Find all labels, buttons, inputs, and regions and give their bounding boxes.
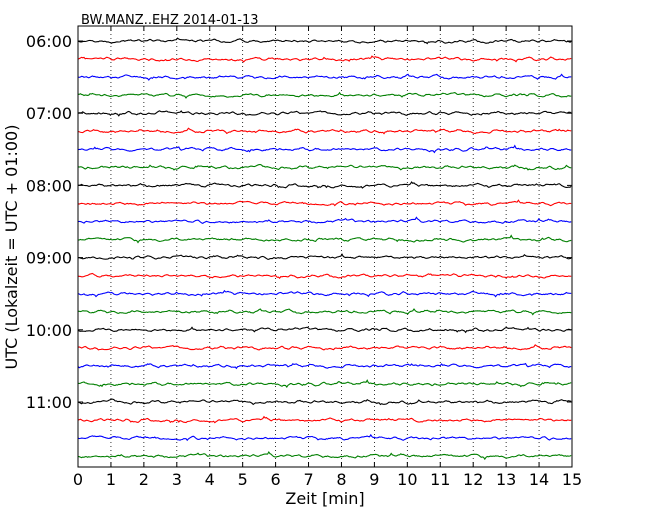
trace-1000 <box>77 326 572 334</box>
x-tick-label: 6 <box>271 470 281 489</box>
trace-0645 <box>77 91 572 99</box>
x-axis-label: Zeit [min] <box>285 489 364 508</box>
y-tick-label: 10:00 <box>26 321 72 340</box>
trace-0715 <box>77 127 572 135</box>
x-tick-label: 12 <box>463 470 483 489</box>
trace-1115 <box>77 415 572 424</box>
trace-1045 <box>77 379 572 388</box>
trace-0615 <box>77 55 572 63</box>
x-tick-label: 5 <box>238 470 248 489</box>
x-tick-label: 2 <box>139 470 149 489</box>
y-tick-label: 11:00 <box>26 393 72 412</box>
grid-lines <box>110 26 540 467</box>
trace-0745 <box>77 163 572 171</box>
x-tick-label: 8 <box>336 470 346 489</box>
y-tick-label: 06:00 <box>26 32 72 51</box>
x-tick-label: 10 <box>397 470 417 489</box>
trace-1100 <box>77 398 572 406</box>
trace-0730 <box>77 144 572 154</box>
x-tick-label: 1 <box>106 470 116 489</box>
x-tick-label: 3 <box>172 470 182 489</box>
trace-1130 <box>77 433 572 442</box>
trace-0900 <box>77 253 572 260</box>
x-tick-label: 13 <box>496 470 516 489</box>
y-tick-label: 09:00 <box>26 249 72 268</box>
x-tick-label: 15 <box>562 470 582 489</box>
trace-1145 <box>77 451 572 461</box>
trace-0945 <box>77 308 572 316</box>
y-tick-label: 08:00 <box>26 176 72 195</box>
trace-1015 <box>77 344 572 351</box>
axis-ticks: 0 1 2 3 4 5 6 7 8 9 10 11 12 13 14 1506:0007:0008:0009:… <box>26 26 582 489</box>
trace-0915 <box>77 272 572 279</box>
y-axis-label: UTC (Lokalzeit = UTC + 01:00) <box>2 125 21 370</box>
trace-0800 <box>77 181 572 189</box>
trace-1030 <box>77 362 572 370</box>
trace-0830 <box>77 216 572 225</box>
x-tick-label: 9 <box>369 470 379 489</box>
trace-0930 <box>77 289 572 298</box>
chart-title: BW.MANZ..EHZ 2014-01-13 <box>81 13 259 28</box>
x-tick-label: 0 <box>73 470 83 489</box>
trace-0630 <box>77 73 572 81</box>
x-tick-label: 11 <box>430 470 450 489</box>
x-tick-label: 14 <box>529 470 549 489</box>
x-tick-label: 4 <box>205 470 215 489</box>
trace-0815 <box>77 199 572 207</box>
trace-0700 <box>77 110 572 117</box>
trace-0600 <box>77 37 572 45</box>
seismic-traces <box>77 37 572 461</box>
y-tick-label: 07:00 <box>26 104 72 123</box>
trace-0845 <box>77 234 572 244</box>
plot-frame <box>77 25 573 468</box>
x-tick-label: 7 <box>303 470 313 489</box>
